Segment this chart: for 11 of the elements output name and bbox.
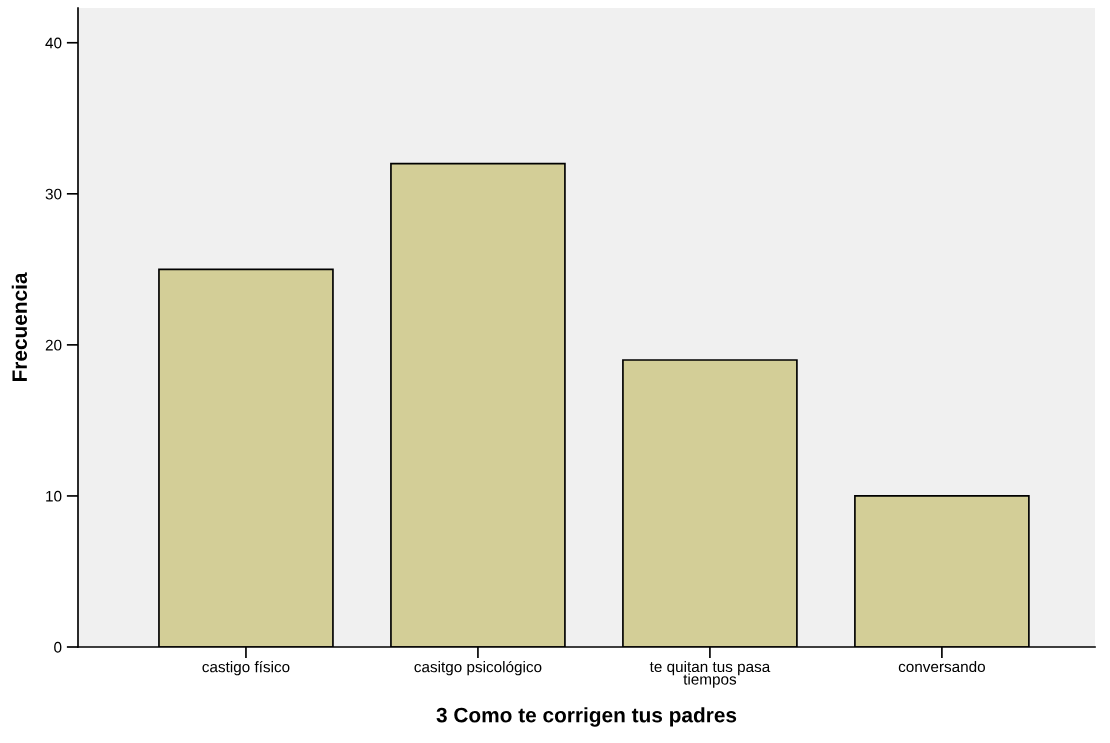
y-tick-label: 0 <box>54 641 62 653</box>
x-tick-label: casitgo psicológico <box>414 660 542 676</box>
x-tick-label: conversando <box>898 660 985 673</box>
y-tick-label: 40 <box>45 37 62 49</box>
y-axis-title: Frecuencia <box>11 272 28 382</box>
y-tick-label: 30 <box>45 188 62 200</box>
y-tick-label: 10 <box>46 490 62 502</box>
x-tick-label: castigo físico <box>202 660 290 676</box>
x-tick-label: te quitan tus pasa tiempos <box>649 660 771 688</box>
x-axis-title: 3 Como te corrigen tus padres <box>436 707 737 727</box>
y-tick-label: 20 <box>45 339 62 351</box>
